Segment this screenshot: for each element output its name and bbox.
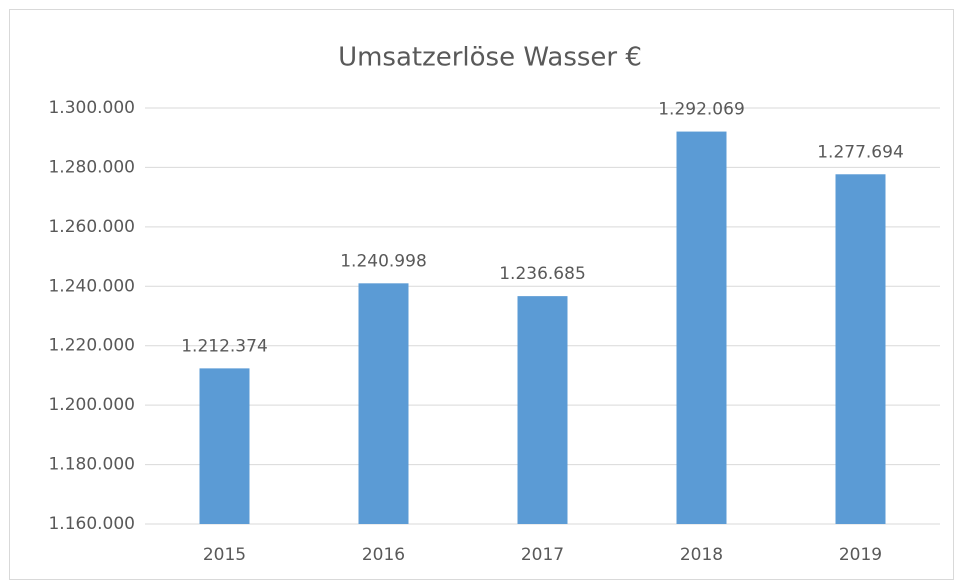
- y-tick-label: 1.160.000: [48, 514, 135, 534]
- x-tick-label: 2018: [680, 545, 723, 565]
- chart-title: Umsatzerlöse Wasser €: [338, 43, 642, 73]
- x-tick-label: 2016: [362, 545, 405, 565]
- y-tick-label: 1.220.000: [48, 336, 135, 356]
- data-label: 1.277.694: [817, 142, 904, 162]
- y-tick-label: 1.180.000: [48, 455, 135, 475]
- chart-border: [9, 9, 954, 580]
- y-tick-label: 1.260.000: [48, 217, 135, 237]
- data-label: 1.236.685: [499, 264, 586, 284]
- bar: [358, 283, 409, 524]
- data-label: 1.240.998: [340, 251, 427, 271]
- data-label: 1.212.374: [181, 336, 268, 356]
- y-tick-label: 1.200.000: [48, 395, 135, 415]
- bar: [517, 296, 568, 524]
- y-tick-label: 1.300.000: [48, 98, 135, 118]
- y-tick-label: 1.240.000: [48, 276, 135, 296]
- x-tick-label: 2015: [203, 545, 246, 565]
- bar: [676, 131, 727, 524]
- x-tick-label: 2017: [521, 545, 564, 565]
- bar: [199, 368, 250, 524]
- bar: [835, 174, 886, 524]
- data-label: 1.292.069: [658, 100, 745, 120]
- x-tick-label: 2019: [839, 545, 882, 565]
- y-tick-label: 1.280.000: [48, 157, 135, 177]
